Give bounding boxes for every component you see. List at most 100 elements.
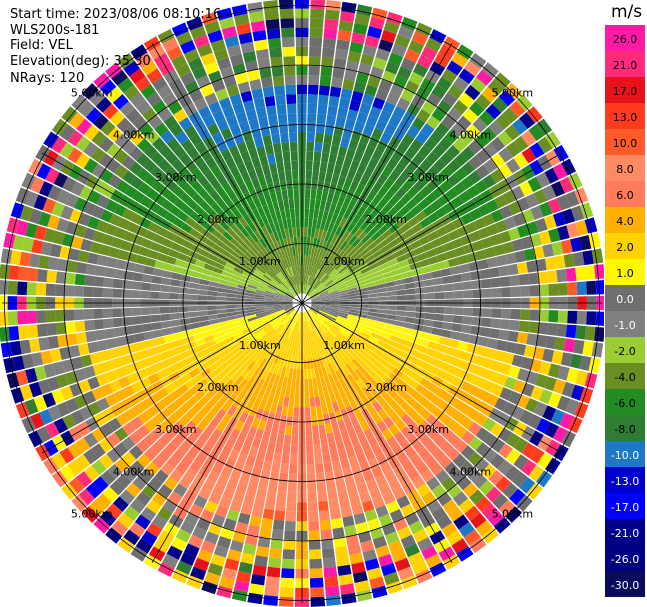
ppi-gate — [113, 389, 127, 403]
ppi-gate — [285, 267, 291, 278]
ppi-gate — [251, 417, 261, 429]
ppi-gate — [339, 310, 349, 314]
ppi-gate — [304, 217, 309, 228]
ppi-gate — [288, 309, 296, 317]
ppi-gate — [293, 255, 297, 266]
ppi-gate — [502, 352, 515, 365]
ppi-gate — [112, 496, 129, 512]
ppi-gate — [209, 276, 220, 283]
ppi-gate — [449, 331, 461, 341]
ppi-gate — [372, 249, 383, 259]
ppi-gate — [544, 422, 559, 439]
ppi-gate — [338, 206, 347, 218]
ppi-gate — [384, 123, 397, 136]
ppi-gate — [234, 375, 244, 386]
ppi-gate — [552, 426, 568, 443]
ppi-gate — [260, 335, 270, 345]
ppi-gate — [226, 308, 236, 313]
ppi-gate — [337, 419, 347, 431]
ppi-gate — [411, 560, 429, 575]
ppi-gate — [232, 209, 243, 220]
ppi-gate — [381, 331, 392, 340]
ppi-gate — [345, 337, 355, 347]
ppi-gate — [459, 332, 471, 343]
ppi-gate — [330, 361, 339, 372]
ppi-gate — [447, 107, 462, 122]
ppi-gate — [257, 419, 267, 431]
ppi-gate — [401, 133, 415, 147]
ppi-gate — [266, 327, 275, 336]
ppi-gate — [476, 69, 493, 86]
ppi-gate — [117, 513, 134, 529]
ppi-gate — [102, 486, 119, 503]
ppi-gate — [99, 79, 117, 96]
ppi-gate — [445, 346, 457, 357]
ppi-gate — [364, 322, 375, 329]
ppi-gate — [200, 52, 216, 66]
ppi-gate — [368, 262, 380, 271]
ppi-gate — [374, 375, 385, 386]
ppi-gate — [505, 158, 521, 174]
ppi-gate — [135, 254, 147, 265]
colorbar-segment — [605, 51, 645, 78]
ppi-gate — [373, 324, 384, 332]
ppi-gate — [425, 37, 442, 53]
ppi-gate — [215, 224, 226, 235]
ppi-gate — [125, 482, 142, 498]
ppi-gate — [302, 312, 305, 322]
ppi-gate — [493, 244, 506, 256]
ppi-gate — [364, 342, 375, 352]
ppi-gate — [217, 287, 228, 293]
ppi-gate — [105, 223, 118, 236]
ppi-gate — [321, 275, 330, 284]
ppi-gate — [299, 265, 302, 275]
ppi-gate — [424, 286, 435, 293]
ppi-gate — [342, 78, 355, 91]
ppi-gate — [498, 427, 513, 443]
ppi-gate — [179, 402, 192, 414]
ppi-gate — [472, 117, 488, 133]
ppi-gate — [565, 191, 580, 208]
ppi-gate — [321, 538, 334, 550]
ppi-gate — [264, 95, 276, 107]
ppi-gate — [284, 268, 290, 278]
colorbar-tick-label: 21.0 — [613, 59, 638, 72]
ppi-gate — [359, 247, 370, 257]
ppi-gate — [307, 275, 312, 286]
ppi-gate — [248, 319, 259, 325]
ppi-gate — [75, 437, 91, 454]
ppi-gate — [280, 346, 286, 357]
ppi-gate — [238, 281, 249, 287]
ppi-gate — [310, 319, 316, 329]
ppi-gate — [225, 436, 237, 449]
ppi-gate — [283, 199, 290, 210]
ppi-gate — [284, 65, 296, 76]
ppi-gate — [325, 0, 341, 11]
ppi-gate — [431, 107, 447, 122]
ppi-gate — [340, 136, 351, 148]
ppi-gate — [318, 356, 324, 367]
ppi-gate — [374, 320, 386, 328]
ppi-gate — [214, 335, 225, 344]
ppi-gate — [38, 255, 50, 269]
ppi-gate — [383, 20, 400, 35]
ppi-gate — [166, 137, 181, 151]
ppi-gate — [429, 562, 447, 577]
ppi-gate — [150, 283, 161, 292]
ppi-gate — [486, 223, 499, 236]
ppi-gate — [330, 306, 340, 310]
ppi-gate — [27, 324, 39, 339]
ppi-gate — [443, 314, 454, 323]
ppi-gate — [243, 99, 255, 112]
ppi-gate — [134, 76, 151, 92]
ppi-gate — [397, 25, 414, 40]
ppi-gate — [354, 355, 364, 365]
ppi-gate — [442, 322, 453, 331]
ppi-gate — [261, 225, 270, 237]
ppi-gate — [334, 225, 343, 237]
ppi-gate — [446, 60, 463, 76]
field-label: Field: VEL — [10, 38, 73, 53]
ppi-gate — [148, 476, 163, 491]
ppi-gate — [362, 549, 377, 562]
ppi-gate — [304, 331, 307, 341]
